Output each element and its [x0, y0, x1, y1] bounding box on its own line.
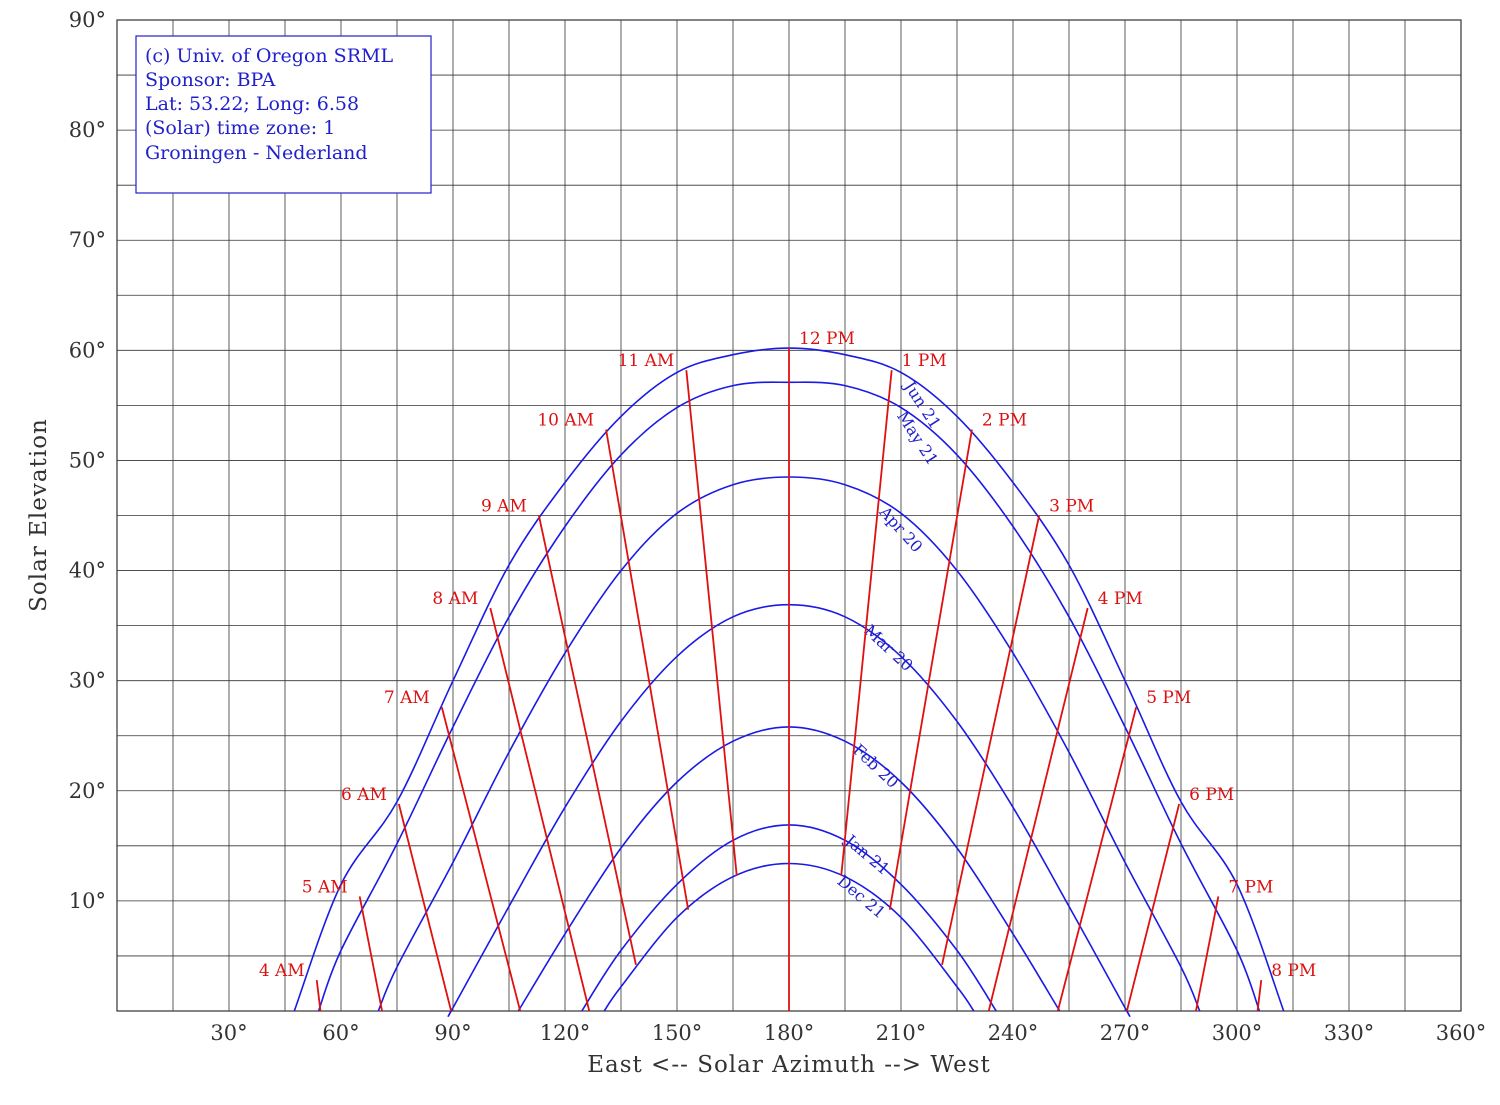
hour-label-9-am: 9 AM	[481, 497, 527, 517]
hour-line-9-am	[537, 515, 637, 965]
hour-line-11-am	[685, 370, 738, 876]
y-tick-label: 70°	[69, 228, 106, 252]
hour-line-4-pm	[987, 607, 1089, 1012]
y-tick-label: 90°	[69, 8, 106, 32]
axis-ticks: 30° 60° 90° 120° 150° 180° 210° 240° 270° 300° 330…	[69, 8, 1487, 1045]
hour-line-4-am	[315, 980, 322, 1012]
hour-label-4-pm: 4 PM	[1098, 589, 1143, 609]
hour-label-4-am: 4 AM	[259, 961, 305, 981]
hour-label-8-pm: 8 PM	[1271, 961, 1316, 981]
hour-label-3-pm: 3 PM	[1049, 497, 1094, 517]
hour-label-1-pm: 1 PM	[902, 351, 947, 371]
x-tick-label: 150°	[652, 1021, 703, 1045]
info-line-sponsor: Sponsor: BPA	[145, 69, 276, 91]
y-axis-title: Solar Elevation	[26, 418, 52, 612]
hour-lines: 4 AM 5 AM 6 AM 7 AM 8 AM 9 AM 10 AM 11 AM 12 PM 1…	[259, 329, 1316, 1012]
hour-label-5-am: 5 AM	[302, 877, 348, 897]
hour-label-8-am: 8 AM	[432, 589, 478, 609]
hour-label-7-pm: 7 PM	[1228, 877, 1273, 897]
x-axis-title: East <-- Solar Azimuth --> West	[587, 1052, 991, 1078]
hour-label-12-pm: 12 PM	[799, 329, 855, 349]
hour-line-10-am	[605, 429, 690, 910]
hour-line-3-pm	[941, 515, 1041, 965]
hour-line-7-am	[440, 706, 522, 1012]
info-line-timezone: (Solar) time zone: 1	[145, 117, 335, 139]
x-tick-label: 180°	[764, 1021, 815, 1045]
hour-line-5-pm	[1056, 706, 1138, 1012]
hour-label-6-pm: 6 PM	[1189, 785, 1234, 805]
hour-line-1-pm	[840, 370, 893, 876]
hour-line-6-pm	[1125, 803, 1181, 1012]
x-tick-label: 330°	[1324, 1021, 1375, 1045]
y-tick-label: 20°	[69, 779, 106, 803]
x-tick-label: 210°	[876, 1021, 927, 1045]
hour-line-2-pm	[888, 429, 973, 910]
hour-label-5-pm: 5 PM	[1146, 688, 1191, 708]
x-tick-label: 90°	[434, 1021, 471, 1045]
hour-label-2-pm: 2 PM	[982, 411, 1027, 431]
y-tick-label: 40°	[69, 559, 106, 583]
info-line-location: Groningen - Nederland	[145, 142, 368, 164]
date-curve-jun-21	[293, 347, 1285, 1012]
y-tick-label: 10°	[69, 889, 106, 913]
x-tick-label: 120°	[540, 1021, 591, 1045]
y-tick-label: 50°	[69, 448, 106, 472]
info-box-frame	[135, 35, 432, 194]
hour-label-7-am: 7 AM	[384, 688, 430, 708]
info-box: (c) Univ. of Oregon SRML Sponsor: BPA La…	[135, 35, 432, 194]
hour-label-10-am: 10 AM	[537, 411, 594, 431]
hour-line-7-pm	[1195, 896, 1220, 1012]
hour-label-6-am: 6 AM	[341, 785, 387, 805]
hour-label-11-am: 11 AM	[618, 351, 675, 371]
x-tick-label: 30°	[210, 1021, 247, 1045]
info-line-coordinates: Lat: 53.22; Long: 6.58	[145, 93, 359, 115]
hour-line-8-pm	[1256, 980, 1263, 1012]
x-tick-label: 60°	[322, 1021, 359, 1045]
hour-line-5-am	[358, 896, 383, 1012]
x-tick-label: 300°	[1212, 1021, 1263, 1045]
y-tick-label: 60°	[69, 338, 106, 362]
hour-line-6-am	[397, 803, 453, 1012]
info-line-credit: (c) Univ. of Oregon SRML	[145, 45, 393, 67]
x-tick-label: 360°	[1436, 1021, 1487, 1045]
y-tick-label: 80°	[69, 118, 106, 142]
hour-line-8-am	[489, 607, 591, 1012]
x-tick-label: 270°	[1100, 1021, 1151, 1045]
y-tick-label: 30°	[69, 669, 106, 693]
x-tick-label: 240°	[988, 1021, 1039, 1045]
